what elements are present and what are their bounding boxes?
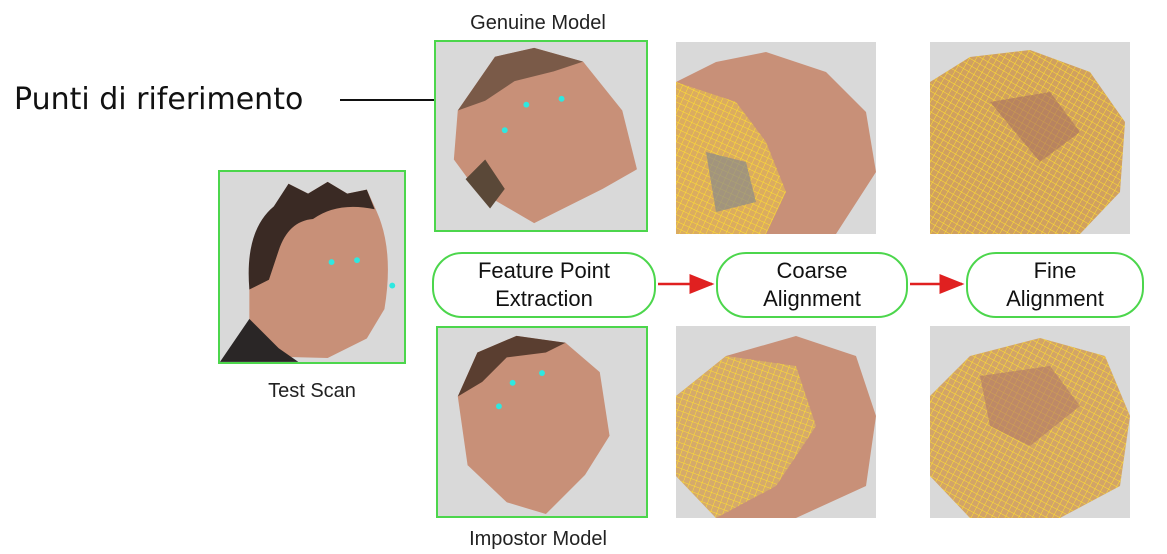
impostor-model-image — [436, 326, 648, 518]
fine-alignment-impostor-image — [930, 326, 1130, 518]
step-label-line: Alignment — [1006, 286, 1104, 311]
step-label-line: Feature Point — [477, 258, 611, 283]
step-label-line: Extraction — [495, 286, 593, 311]
step-feature-point-extraction: Feature Point Extraction — [432, 252, 656, 318]
annotation-label: Punti di riferimento — [14, 82, 304, 117]
fine-alignment-genuine-image — [930, 42, 1130, 234]
step-fine-alignment: Fine Alignment — [966, 252, 1144, 318]
coarse-alignment-impostor-image — [676, 326, 876, 518]
step-label-line: Alignment — [763, 286, 861, 311]
step-label-line: Fine — [1033, 258, 1077, 283]
impostor-model-caption: Impostor Model — [469, 528, 607, 550]
genuine-model-caption: Genuine Model — [470, 12, 606, 34]
genuine-model-image — [434, 40, 648, 232]
test-scan-image — [218, 170, 406, 364]
step-coarse-alignment: Coarse Alignment — [716, 252, 908, 318]
coarse-alignment-genuine-image — [676, 42, 876, 234]
step-label-line: Coarse — [776, 258, 848, 283]
test-scan-caption: Test Scan — [268, 380, 356, 402]
